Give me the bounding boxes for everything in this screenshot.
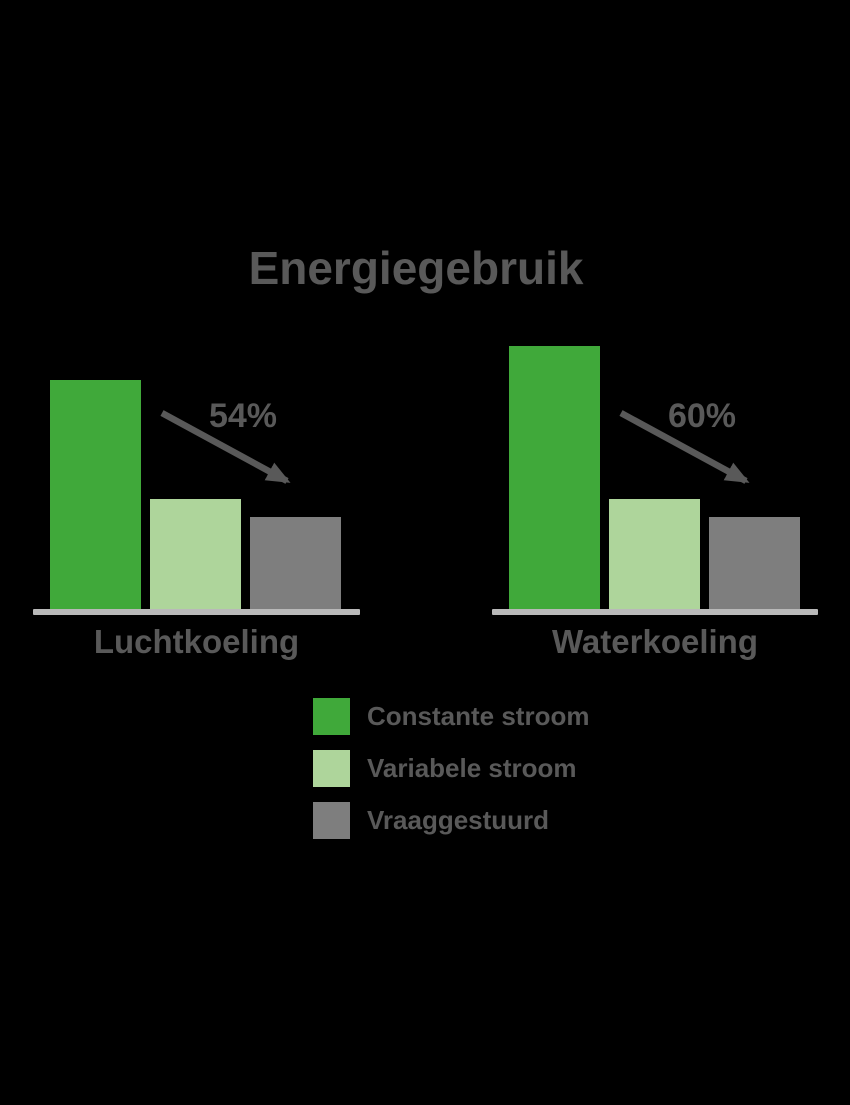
bar-variabele-stroom — [609, 499, 700, 609]
legend-swatch-gray — [313, 802, 350, 839]
legend: Constante stroom Variabele stroom Vraagges… — [313, 698, 589, 854]
bar-group-luchtkoeling: 54% Luchtkoeling — [33, 0, 360, 700]
axis-baseline — [492, 609, 818, 615]
legend-label: Constante stroom — [367, 701, 590, 731]
legend-item-constante-stroom: Constante stroom — [313, 698, 589, 735]
legend-item-variabele-stroom: Variabele stroom — [313, 750, 589, 787]
legend-label: Variabele stroom — [367, 753, 577, 783]
reduction-arrow — [160, 410, 291, 484]
reduction-label: 54% — [208, 397, 278, 435]
legend-swatch-light-green — [313, 750, 350, 787]
legend-swatch-green — [313, 698, 350, 735]
bar-vraaggestuurd — [250, 517, 341, 609]
legend-item-vraaggestuurd: Vraaggestuurd — [313, 802, 589, 839]
bar-vraaggestuurd — [709, 517, 800, 609]
group-label-luchtkoeling: Luchtkoeling — [93, 623, 300, 660]
axis-baseline — [33, 609, 360, 615]
group-label-waterkoeling: Waterkoeling — [552, 623, 758, 660]
bar-variabele-stroom — [150, 499, 241, 609]
bar-constante-stroom — [509, 346, 600, 609]
bar-constante-stroom — [50, 380, 141, 609]
chart-title: Energiegebruik — [248, 242, 584, 294]
reduction-arrow — [619, 410, 750, 484]
reduction-label: 60% — [667, 397, 737, 435]
bar-group-waterkoeling: 60% Waterkoeling — [492, 0, 818, 700]
legend-label: Vraaggestuurd — [367, 805, 550, 835]
